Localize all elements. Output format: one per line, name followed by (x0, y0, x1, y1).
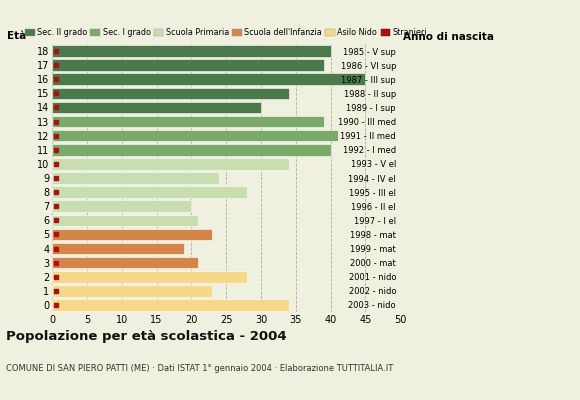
Bar (52, 45, 331, 57)
Bar (52, 172, 219, 184)
Text: Popolazione per età scolastica - 2004: Popolazione per età scolastica - 2004 (6, 330, 287, 343)
Bar (52, 271, 247, 282)
Bar (52, 130, 338, 142)
Bar (52, 229, 212, 240)
Bar (52, 186, 247, 198)
Bar (52, 200, 191, 212)
Bar (52, 88, 289, 99)
Bar (52, 214, 198, 226)
Bar (52, 257, 198, 268)
Text: COMUNE DI SAN PIERO PATTI (ME) · Dati ISTAT 1° gennaio 2004 · Elaborazione TUTTI: COMUNE DI SAN PIERO PATTI (ME) · Dati IS… (6, 364, 393, 373)
Bar (52, 74, 365, 85)
Text: Età: Età (7, 31, 26, 41)
Bar (52, 243, 184, 254)
Bar (52, 102, 261, 113)
Bar (52, 299, 289, 311)
Bar (52, 285, 212, 297)
Legend: Sec. II grado, Sec. I grado, Scuola Primaria, Scuola dell'Infanzia, Asilo Nido, : Sec. II grado, Sec. I grado, Scuola Prim… (25, 28, 427, 37)
Bar (52, 59, 324, 71)
Bar (52, 158, 289, 170)
Text: Anno di nascita: Anno di nascita (403, 32, 494, 42)
Bar (52, 116, 324, 127)
Bar (52, 144, 331, 156)
